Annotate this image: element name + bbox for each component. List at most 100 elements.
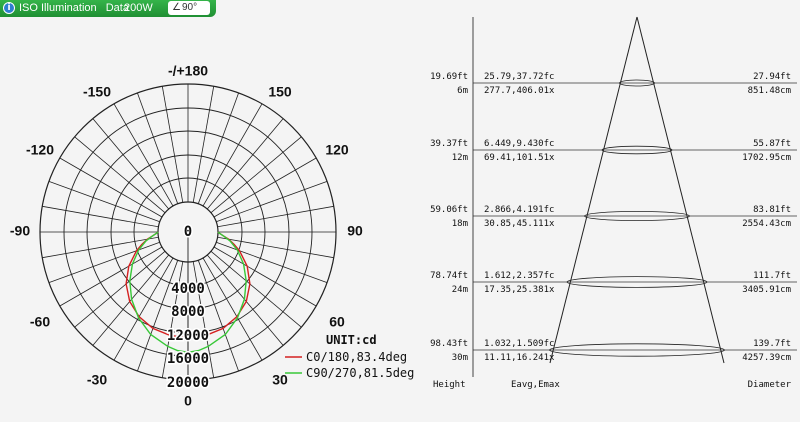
polar-spoke [113, 257, 174, 361]
angle-label: 150 [268, 84, 292, 100]
eavg-lx: 11.11,16.241x [484, 353, 555, 363]
radial-label: 4000 [171, 281, 205, 297]
eavg-lx: 277.7,406.01x [484, 86, 555, 96]
series-curve-1 [129, 231, 247, 354]
subtitle-text: Data [105, 2, 129, 14]
radial-label: 12000 [167, 328, 209, 344]
illumination-cone: 19.69ft 6m 25.79,37.72fc 277.7,406.01x 27.94… [430, 16, 797, 390]
legend-entry-0: C0/180,83.4deg [306, 350, 407, 364]
polar-spoke [202, 103, 263, 207]
polar-spoke [161, 86, 184, 203]
polar-spoke [137, 260, 179, 372]
polar-spoke [217, 205, 334, 228]
header-title: ISO Illumination Data [19, 2, 129, 15]
angle-label: -30 [87, 372, 107, 388]
polar-spoke [213, 246, 317, 307]
angle-label: 90 [347, 223, 363, 239]
diameter-cm: 3405.91cm [742, 285, 791, 295]
height-ft: 59.06ft [430, 205, 468, 215]
polar-spoke [217, 236, 334, 259]
unit-label: UNIT:cd [326, 333, 377, 347]
diameter-ft: 27.94ft [753, 72, 791, 82]
polar-spoke [202, 257, 263, 361]
radial-label: 0 [184, 224, 192, 240]
polar-spoke [48, 241, 160, 283]
height-ft: 98.43ft [430, 339, 468, 349]
angle-label: -120 [26, 142, 54, 158]
polar-spoke [206, 118, 284, 210]
diameter-ft: 139.7ft [753, 339, 791, 349]
radial-label: 16000 [167, 351, 209, 367]
eavg-fc: 1.612,2.357fc [484, 271, 554, 281]
diameter-ft: 55.87ft [753, 139, 791, 149]
polar-spoke [192, 86, 215, 203]
angle-label: 120 [325, 142, 349, 158]
header-bar: i ISO Illumination Data 200W ∠ 90° [0, 0, 216, 17]
polar-spoke [206, 254, 284, 346]
polar-spoke [210, 136, 302, 214]
polar-spoke [92, 254, 170, 346]
cone-side-left [549, 16, 638, 364]
polar-spoke [59, 157, 163, 218]
angle-label: 0 [184, 393, 192, 409]
radial-label: 8000 [171, 304, 205, 320]
angle-label: -150 [83, 84, 111, 100]
diameter-cm: 851.48cm [748, 86, 791, 96]
column-height: Height [433, 380, 466, 390]
polar-spoke [42, 236, 159, 259]
polar-spoke [137, 92, 179, 204]
series-curve-0 [125, 231, 251, 339]
angle-label: -/+180 [168, 63, 208, 79]
radial-label: 20000 [167, 375, 209, 391]
angle-label: -60 [30, 314, 50, 330]
polar-spoke [216, 181, 328, 223]
angle-icon: ∠ [172, 2, 181, 13]
cone-ellipse [549, 343, 725, 357]
angle-value: 90° [182, 2, 198, 13]
eavg-fc: 6.449,9.430fc [484, 139, 554, 149]
eavg-lx: 69.41,101.51x [484, 153, 555, 163]
polar-spoke [197, 260, 239, 372]
polar-spoke [42, 205, 159, 228]
height-ft: 39.37ft [430, 139, 468, 149]
polar-spoke [213, 157, 317, 218]
angle-label: 60 [329, 314, 345, 330]
eavg-fc: 2.866,4.191fc [484, 205, 554, 215]
polar-spoke [210, 250, 302, 328]
eavg-fc: 1.032,1.509fc [484, 339, 554, 349]
polar-spoke [48, 181, 160, 223]
height-ft: 19.69ft [430, 72, 468, 82]
polar-spoke [192, 261, 215, 378]
polar-spoke [161, 261, 184, 378]
cone-ellipse [566, 276, 708, 288]
polar-spoke [197, 92, 239, 204]
polar-spoke [92, 118, 170, 210]
legend-entry-1: C90/270,81.5deg [306, 366, 414, 380]
power-label: 200W [124, 2, 153, 14]
column-diameter: Diameter [748, 380, 792, 390]
height-ft: 78.74ft [430, 271, 468, 281]
height-m: 24m [452, 285, 468, 295]
cone-side-right [636, 16, 725, 364]
eavg-lx: 30.85,45.111x [484, 219, 555, 229]
polar-spoke [216, 241, 328, 283]
cone-ellipse [619, 79, 655, 87]
height-m: 6m [457, 86, 468, 96]
diameter-ft: 83.81ft [753, 205, 791, 215]
angle-badge[interactable]: ∠ 90° [168, 1, 210, 15]
height-m: 18m [452, 219, 468, 229]
polar-spoke [59, 246, 163, 307]
height-m: 30m [452, 353, 468, 363]
cone-ellipse [584, 210, 690, 221]
cone-ellipse [601, 145, 673, 155]
diameter-ft: 111.7ft [753, 271, 791, 281]
eavg-lx: 17.35,25.381x [484, 285, 555, 295]
polar-spoke [113, 103, 174, 207]
angle-label: 30 [272, 372, 288, 388]
diameter-cm: 2554.43cm [742, 219, 791, 229]
eavg-fc: 25.79,37.72fc [484, 72, 554, 82]
polar-chart: -/+180 -150 150 -120 120 -90 90 -60 60 -30 30 0 0 400… [10, 63, 414, 409]
info-icon[interactable]: i [3, 2, 15, 14]
angle-label: -90 [10, 223, 30, 239]
